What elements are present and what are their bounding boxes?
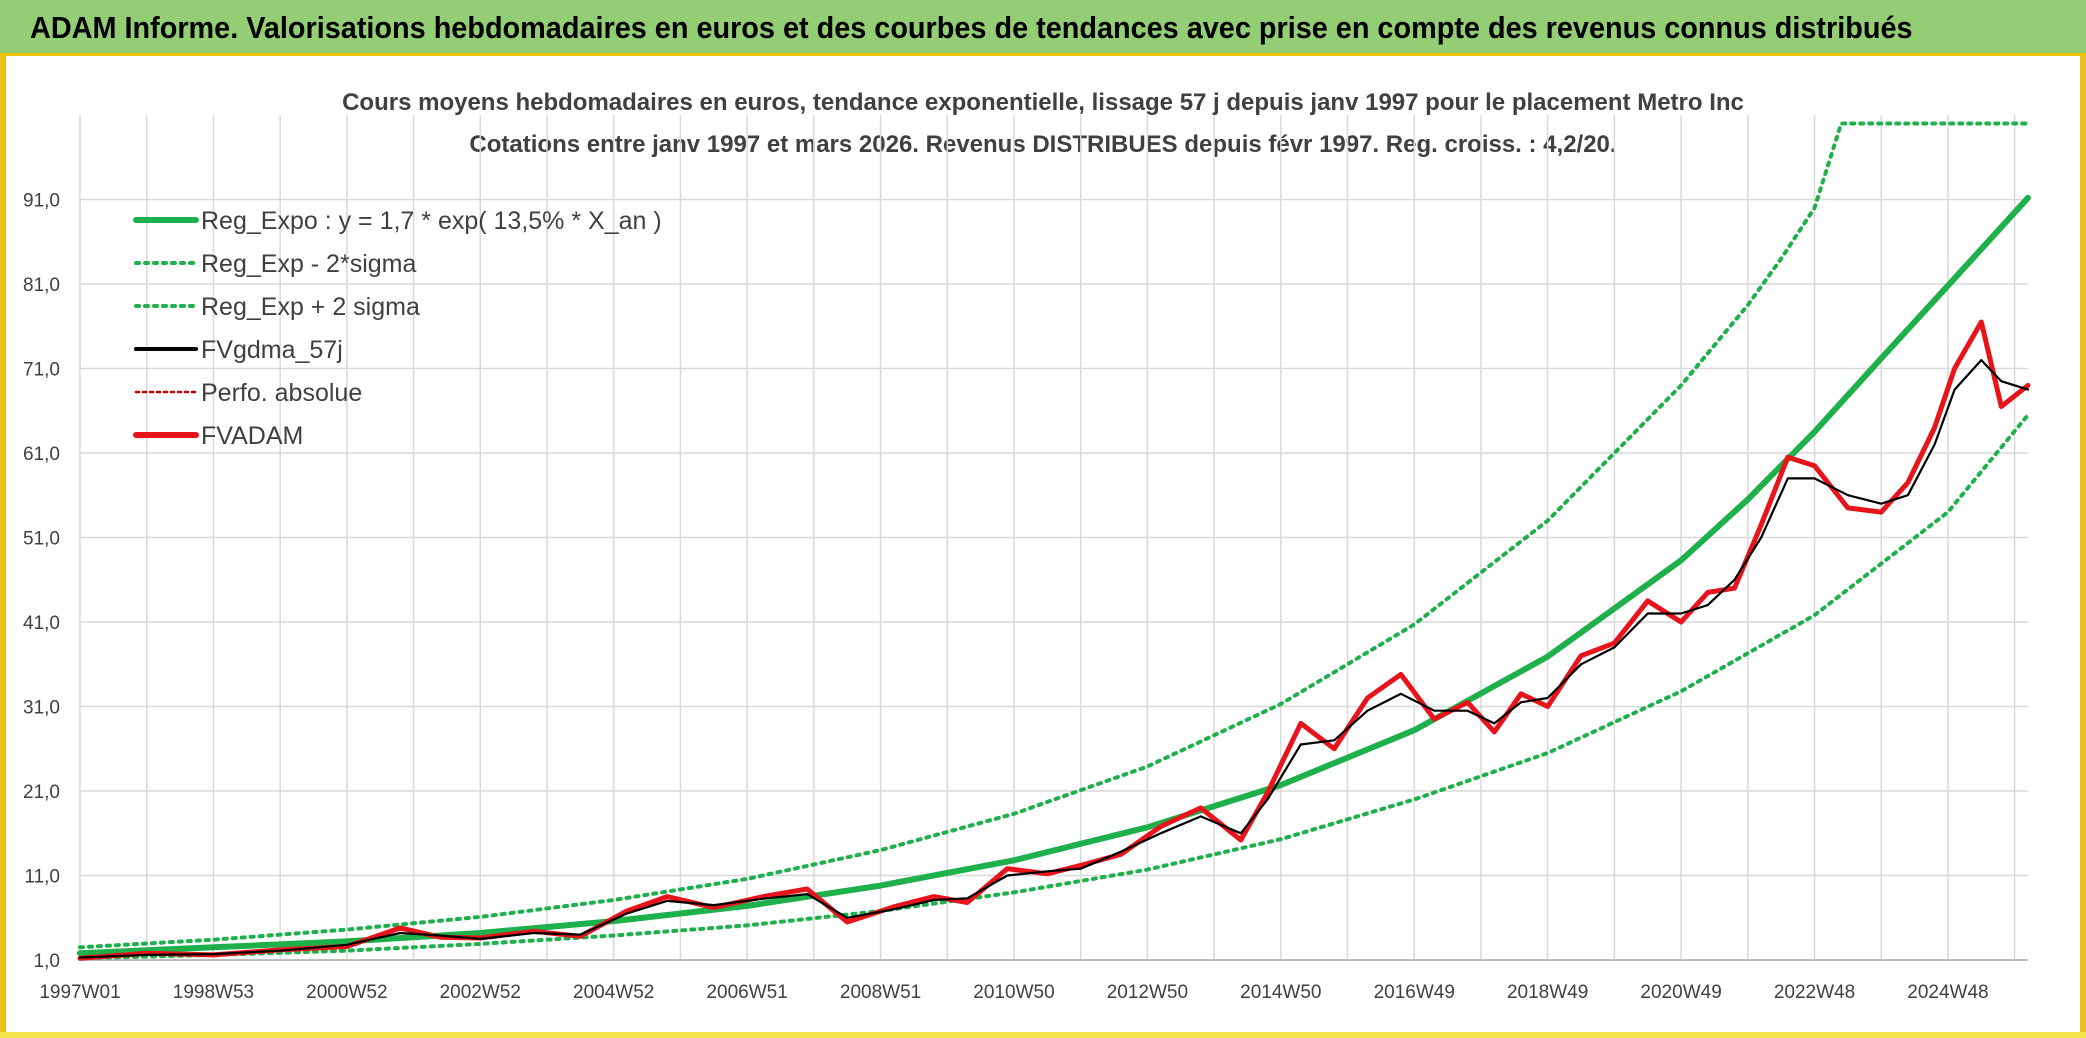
x-tick-label: 2008W51 — [840, 982, 921, 1003]
x-tick-label: 2020W49 — [1640, 982, 1721, 1003]
legend-label: FVgdma_57j — [201, 336, 343, 364]
series-line-fvgdma-57j — [78, 359, 2030, 959]
y-tick-label: 31,0 — [23, 698, 60, 719]
y-tick-label: 91,0 — [23, 191, 60, 212]
x-tick-label: 2016W49 — [1374, 982, 1455, 1003]
y-tick-label: 21,0 — [23, 782, 60, 803]
y-tick-label: 41,0 — [23, 613, 60, 634]
y-tick-label: 11,0 — [24, 867, 60, 888]
y-tick-label: 71,0 — [23, 360, 60, 381]
x-tick-label: 2018W49 — [1507, 982, 1588, 1003]
x-tick-label: 2002W52 — [440, 982, 521, 1003]
legend-label: Reg_Exp + 2 sigma — [201, 293, 420, 321]
series-line-fvadam — [77, 319, 2031, 961]
series-lines — [77, 121, 2031, 961]
series-line-reg-exp-2-sigma — [78, 413, 2030, 961]
legend-label: Reg_Exp - 2*sigma — [201, 250, 416, 278]
legend-label: Reg_Expo : y = 1,7 * exp( 13,5% * X_an ) — [201, 207, 662, 235]
series-line-reg-exp-2-sigma — [78, 121, 2030, 950]
legend-label: Perfo. absolue — [201, 379, 362, 407]
legend-label: FVADAM — [201, 422, 303, 450]
chart-title: Cours moyens hebdomadaires en euros, ten… — [342, 89, 1744, 116]
x-tick-label: 2010W50 — [973, 982, 1054, 1003]
chart-subtitle: Cotations entre janv 1997 et mars 2026. … — [469, 131, 1616, 158]
x-tick-label: 1998W53 — [173, 982, 254, 1003]
series-line-reg-expo-y-1-7-exp-13-5-x-an — [77, 194, 2031, 957]
y-tick-label: 61,0 — [23, 444, 60, 465]
y-tick-label: 51,0 — [23, 529, 60, 550]
y-tick-label: 81,0 — [23, 275, 60, 296]
x-tick-label: 2000W52 — [306, 982, 387, 1003]
gridlines — [79, 115, 2028, 961]
header-banner: ADAM Informe. Valorisations hebdomadaire… — [0, 0, 2086, 56]
x-tick-label: 2024W48 — [1907, 982, 1988, 1003]
bottom-strip — [0, 1032, 2086, 1038]
x-tick-label: 1997W01 — [39, 982, 120, 1003]
x-tick-label: 2014W50 — [1240, 982, 1321, 1003]
legend: Reg_Expo : y = 1,7 * exp( 13,5% * X_an )… — [133, 207, 662, 450]
x-tick-label: 2022W48 — [1774, 982, 1855, 1003]
x-tick-label: 2004W52 — [573, 982, 654, 1003]
x-tick-label: 2006W51 — [706, 982, 787, 1003]
y-tick-label: 1,0 — [34, 951, 60, 972]
x-tick-label: 2012W50 — [1107, 982, 1188, 1003]
axes: 1,0 11,0 21,0 31,0 41,0 51,0 61,0 71,0 81,0 91,0 1… — [23, 191, 2028, 1003]
page-title: ADAM Informe. Valorisations hebdomadaire… — [30, 10, 1913, 45]
